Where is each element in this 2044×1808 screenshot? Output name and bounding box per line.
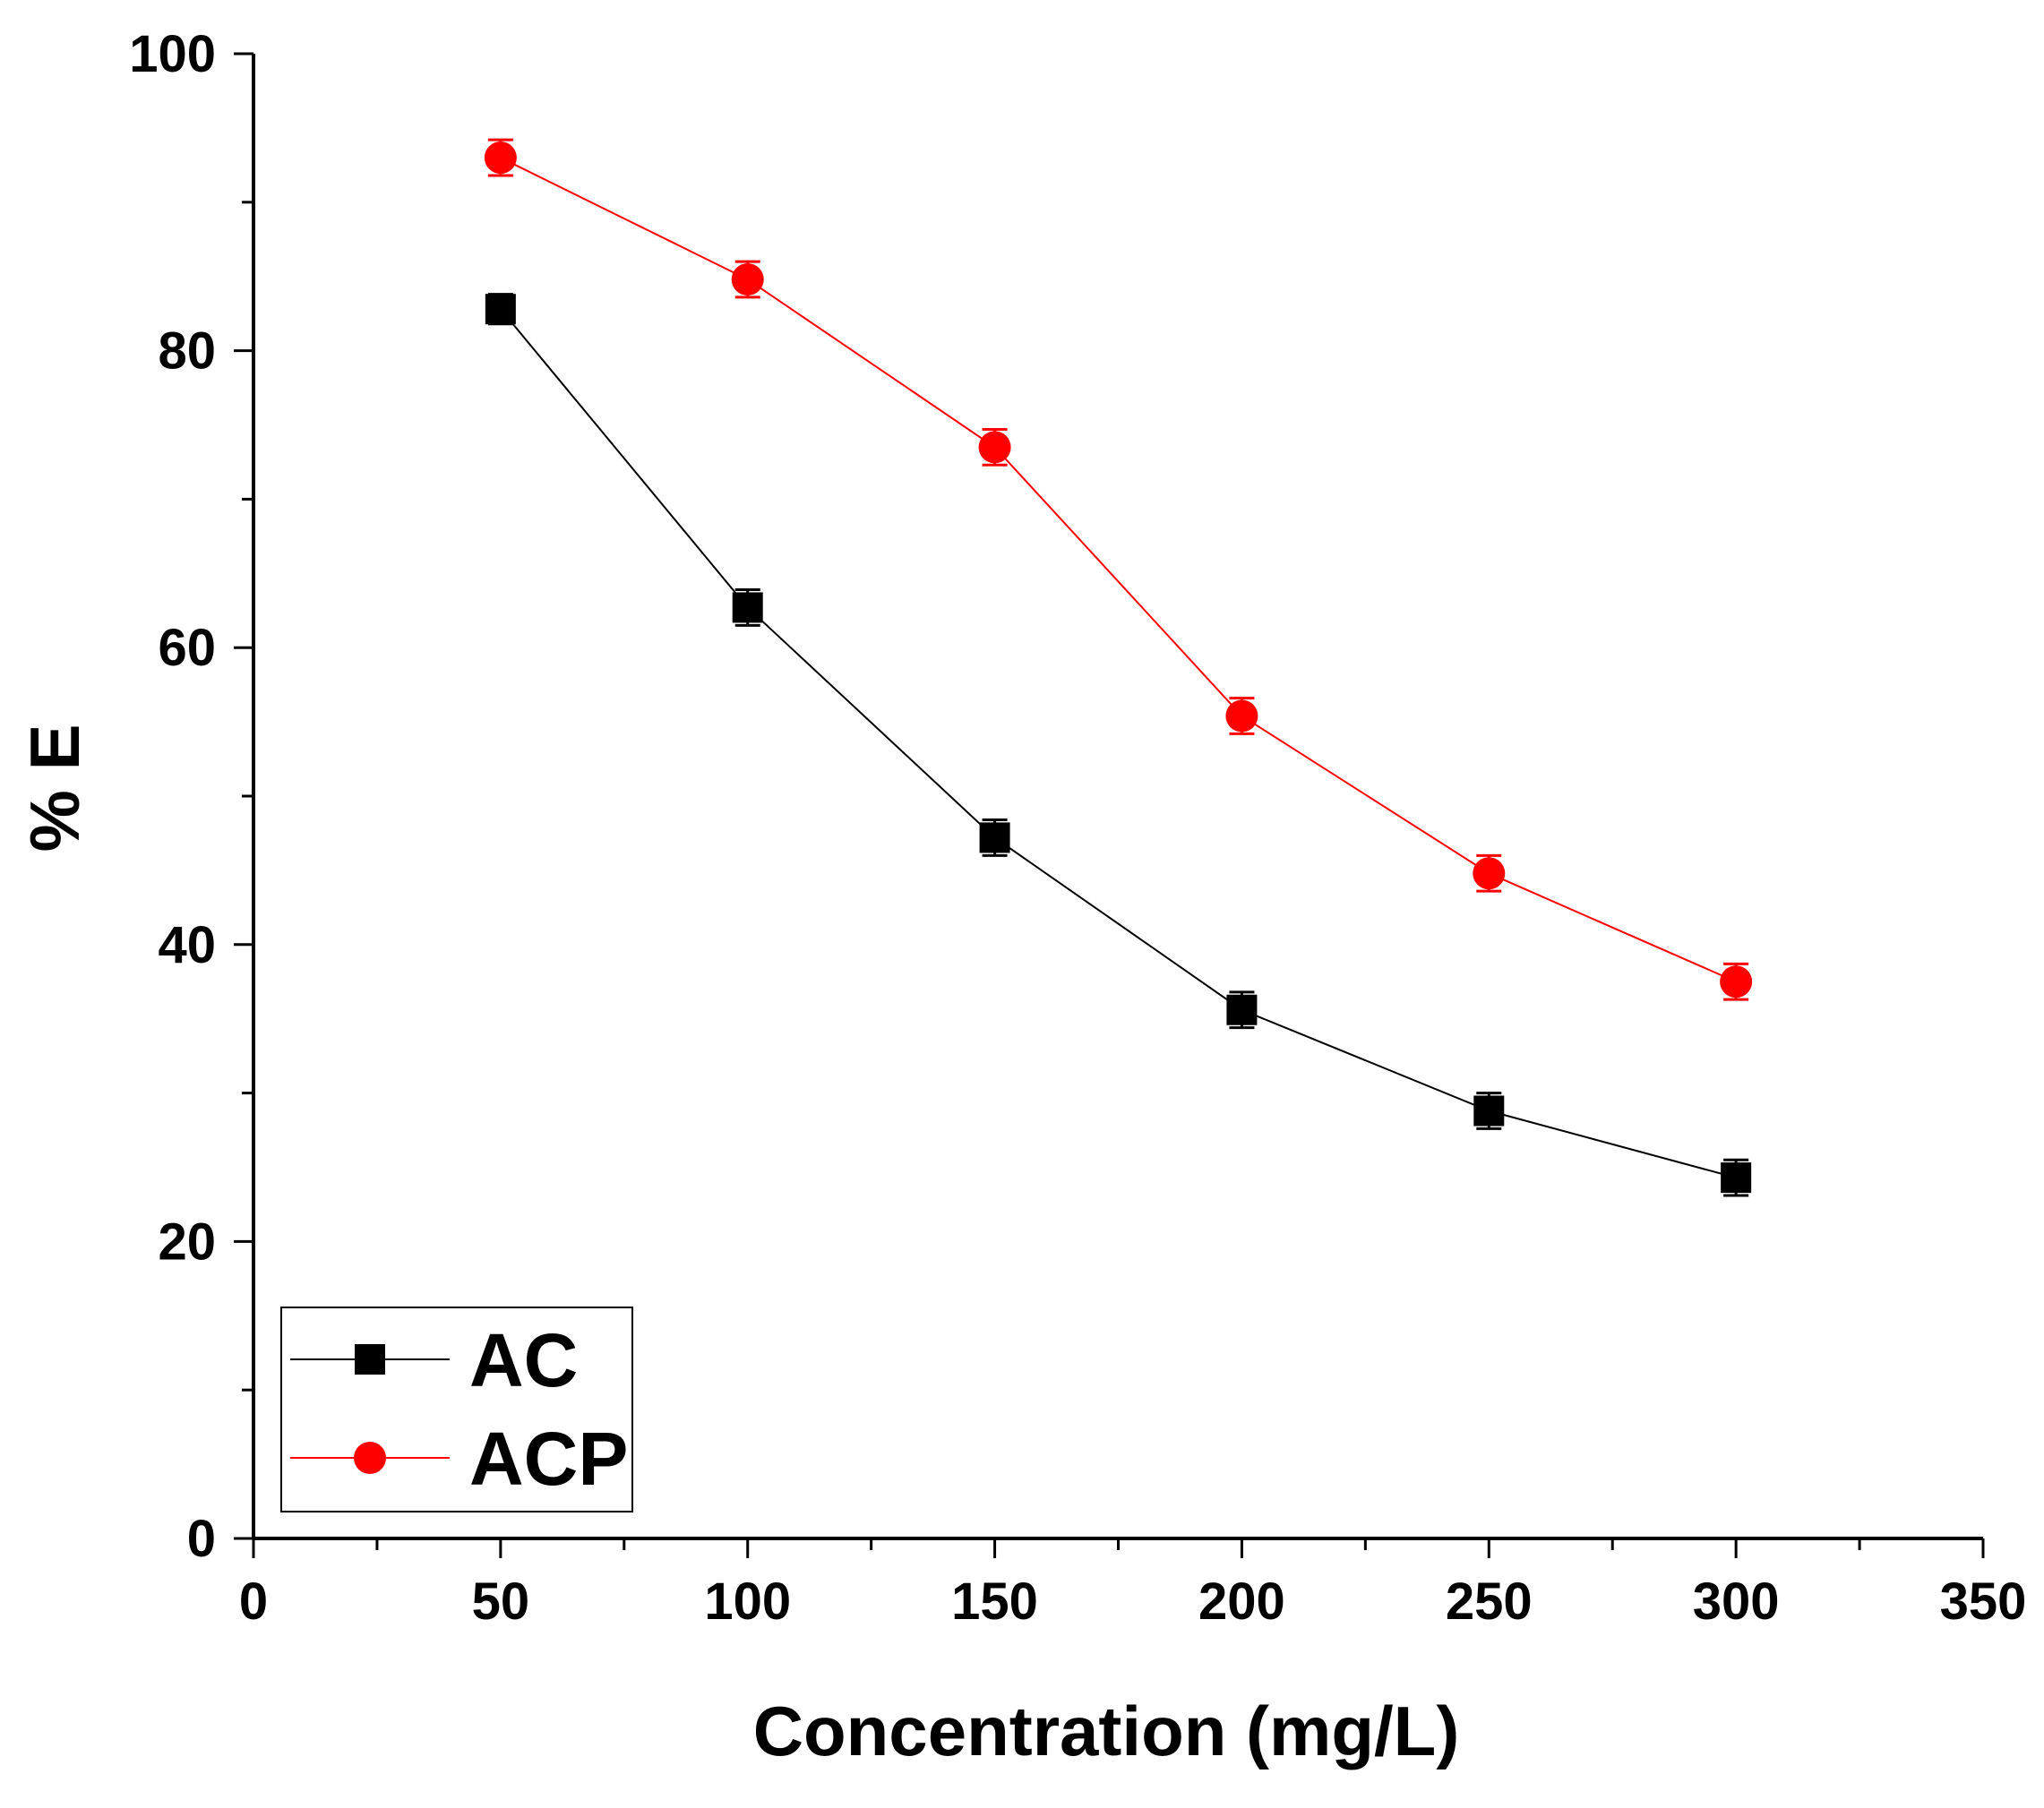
legend-label-acp: ACP: [469, 1417, 628, 1501]
y-tick-label: 100: [129, 25, 216, 83]
data-point-acp: [978, 431, 1011, 464]
y-tick-label: 40: [158, 916, 216, 974]
data-point-acp: [1225, 699, 1258, 733]
legend: AC ACP: [280, 1307, 633, 1512]
x-tick-label: 350: [1940, 1572, 2027, 1631]
y-ticks: 0 20 40 60 80 100: [129, 25, 253, 1568]
legend-label-ac: AC: [469, 1318, 578, 1402]
data-point-ac: [1473, 1095, 1505, 1127]
x-axis-title: Concentration (mg/L): [753, 1692, 1460, 1770]
data-point-ac: [485, 294, 516, 325]
x-tick-label: 300: [1693, 1572, 1780, 1631]
data-point-ac: [732, 592, 763, 623]
x-ticks: 0 50 100 150 200 250 300 350: [239, 1538, 2027, 1631]
series-line-acp: [500, 157, 1737, 983]
y-axis-title: % E: [15, 724, 94, 852]
data-point-ac: [1226, 994, 1258, 1025]
x-tick-label: 200: [1198, 1572, 1285, 1631]
data-point-acp: [1473, 857, 1506, 890]
legend-box: [280, 1307, 633, 1512]
data-point-ac: [1721, 1162, 1752, 1194]
series-layer: [484, 138, 1753, 1197]
y-tick-label: 60: [158, 619, 216, 677]
data-point-acp: [1720, 965, 1753, 998]
data-point-acp: [731, 263, 764, 296]
y-tick-label: 80: [158, 322, 216, 381]
x-tick-label: 100: [704, 1572, 791, 1631]
x-tick-label: 0: [239, 1572, 268, 1631]
data-point-acp: [484, 141, 517, 175]
series-line-ac: [500, 308, 1737, 1179]
series-acp: [484, 138, 1753, 1001]
series-ac: [485, 293, 1752, 1197]
data-point-ac: [979, 822, 1010, 853]
legend-marker-ac: [355, 1344, 385, 1375]
x-tick-label: 50: [472, 1572, 530, 1631]
x-tick-label: 250: [1446, 1572, 1533, 1631]
y-tick-label: 20: [158, 1212, 216, 1271]
y-tick-label: 0: [187, 1510, 216, 1568]
legend-marker-acp: [354, 1442, 386, 1474]
x-tick-label: 150: [951, 1572, 1038, 1631]
